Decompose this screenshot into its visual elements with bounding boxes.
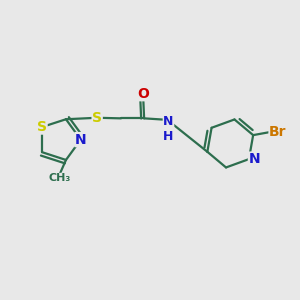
Text: N: N: [75, 133, 87, 147]
Text: S: S: [37, 120, 47, 134]
Text: N
H: N H: [163, 115, 174, 143]
Text: S: S: [92, 111, 102, 125]
Text: Br: Br: [269, 124, 286, 139]
Text: O: O: [137, 87, 149, 101]
Text: CH₃: CH₃: [48, 173, 70, 183]
Text: N: N: [248, 152, 260, 166]
